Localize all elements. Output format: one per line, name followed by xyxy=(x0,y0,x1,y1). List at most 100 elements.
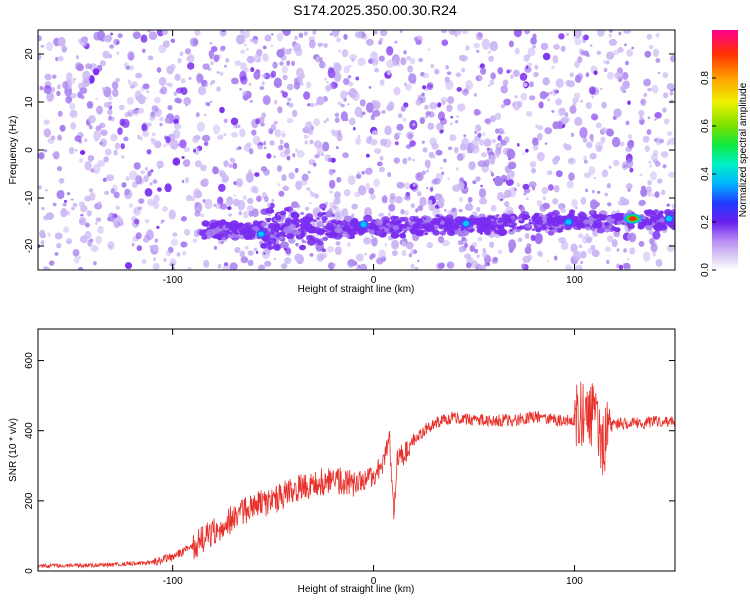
spectrogram-speckle xyxy=(70,122,77,130)
spectrogram-speckle xyxy=(170,38,176,43)
spectrogram-speckle xyxy=(152,262,160,270)
spectrogram-speckle xyxy=(38,53,42,61)
spectrogram-speckle xyxy=(532,137,539,146)
spectrogram-speckle xyxy=(242,90,247,96)
spectrogram-speckle xyxy=(324,77,327,81)
spectrogram-speckle xyxy=(67,241,71,245)
spectrogram-speckle xyxy=(595,201,600,207)
spectrogram-speckle xyxy=(249,38,254,43)
spectrogram-speckle xyxy=(347,242,351,247)
spectrogram-speckle xyxy=(488,55,494,62)
spectrogram-ridge-mark xyxy=(619,212,623,216)
spectrogram-ridge-mark xyxy=(302,240,307,244)
spectrogram-speckle xyxy=(279,150,288,158)
spectrogram-ridge-mark xyxy=(243,226,251,232)
spectrogram-speckle xyxy=(611,239,618,248)
spectrogram-hot-spot-peak xyxy=(628,216,637,222)
colorbar: 0.0 0.2 0.4 0.6 0.8 Normalized spectral ampl… xyxy=(700,30,749,277)
spectrogram-speckle xyxy=(95,97,99,100)
spectrogram-speckle xyxy=(60,208,68,218)
spectrogram-speckle xyxy=(516,182,520,187)
spectrogram-speckle xyxy=(149,115,155,122)
spectrogram-speckle xyxy=(441,39,449,46)
spectrogram-speckle xyxy=(366,186,370,190)
spectrogram-speckle xyxy=(86,210,92,217)
spectrogram-speckle xyxy=(258,264,266,270)
spectrogram-speckle xyxy=(479,197,488,205)
spectrogram-speckle xyxy=(240,62,248,72)
spectrogram-speckle xyxy=(93,130,101,141)
spectrogram-speckle xyxy=(286,155,291,161)
spectrogram-speckle xyxy=(437,102,442,108)
spectrogram-ridge-mark xyxy=(265,217,269,221)
spectrogram-speckle xyxy=(394,141,399,146)
spectrogram-speckle xyxy=(523,30,531,35)
spectrogram-speckle xyxy=(609,30,613,33)
spectrogram-speckle xyxy=(589,44,593,47)
spectrogram-ridge-mark xyxy=(398,228,403,232)
spectrogram-speckle xyxy=(321,252,328,259)
spectrogram-speckle xyxy=(580,260,583,264)
spectrogram-speckle xyxy=(273,80,280,87)
spectrogram-speckle xyxy=(102,50,110,59)
spectrogram-speckle xyxy=(612,159,620,167)
spectrogram-speckle xyxy=(354,106,363,117)
spectrogram-ridge-mark xyxy=(394,215,400,221)
spectrogram-speckle xyxy=(70,198,74,201)
spectrogram-speckle xyxy=(431,179,438,185)
spectrogram-speckle xyxy=(572,97,580,103)
spectrogram-speckle xyxy=(438,236,445,244)
spectrogram-speckle xyxy=(136,245,142,252)
spectrogram-speckle xyxy=(614,71,622,80)
spectrogram-speckle xyxy=(50,135,56,141)
spectrogram-speckle xyxy=(363,237,372,245)
spectrogram-speckle xyxy=(41,206,45,211)
spectrogram-speckle xyxy=(82,70,91,81)
spectrogram-speckle xyxy=(315,56,321,63)
spectrogram-speckle xyxy=(508,187,517,198)
spectrogram-speckle xyxy=(208,50,215,58)
spectrogram-speckle xyxy=(286,117,294,124)
spectrogram-speckle xyxy=(583,155,588,161)
spectrogram-speckle xyxy=(220,45,226,51)
spectrogram-speckle xyxy=(202,63,210,70)
spectrogram-speckle xyxy=(378,213,383,217)
spectrogram-speckle xyxy=(378,40,382,45)
spectrogram-speckle xyxy=(264,195,269,203)
spectrogram-speckle xyxy=(253,39,258,45)
snr-panel: -100 0 100 0 200 400 600 Height of straight li… xyxy=(8,328,676,595)
spectrogram-speckle xyxy=(517,237,523,243)
spectrogram-speckle xyxy=(627,100,631,105)
spectrogram-speckle xyxy=(552,198,559,205)
spectrogram-speckle xyxy=(44,73,52,81)
spectrogram-ridge-mark xyxy=(393,220,400,226)
spectrogram-speckle xyxy=(646,129,652,135)
spectrogram-speckle xyxy=(202,178,209,186)
spectrogram-ridge-mark xyxy=(553,212,558,216)
spectrogram-speckle xyxy=(121,155,125,159)
spectrogram-speckle xyxy=(416,191,422,197)
spectrogram-speckle xyxy=(537,133,543,141)
spectrogram-speckle xyxy=(410,263,415,269)
spectrogram-ridge-mark xyxy=(272,243,281,250)
spectrogram-speckle xyxy=(337,129,342,135)
spectrogram-speckle xyxy=(84,138,88,143)
spectrogram-speckle xyxy=(477,236,483,242)
spectrogram-speckle xyxy=(45,212,54,221)
spectrogram-ridge-mark xyxy=(296,234,300,238)
spectrogram-speckle xyxy=(593,70,598,76)
spectrogram-speckle xyxy=(47,232,51,237)
spectrogram-speckle xyxy=(303,31,308,36)
spectrogram-speckle xyxy=(262,95,271,106)
spectrogram-ridge-mark xyxy=(519,226,524,230)
spectrogram-speckle xyxy=(231,77,239,85)
spectrogram-speckle xyxy=(650,243,658,252)
spectrogram-ridge-mark xyxy=(614,222,618,226)
snr-marks xyxy=(38,381,675,569)
spectrogram-speckle xyxy=(341,49,349,58)
spectrogram-speckle xyxy=(71,206,76,211)
spectrogram-speckle xyxy=(364,252,367,256)
spectrogram-ridge-mark xyxy=(545,220,554,227)
spectrogram-ridge-mark xyxy=(490,225,496,230)
spectrogram-speckle xyxy=(402,157,408,165)
